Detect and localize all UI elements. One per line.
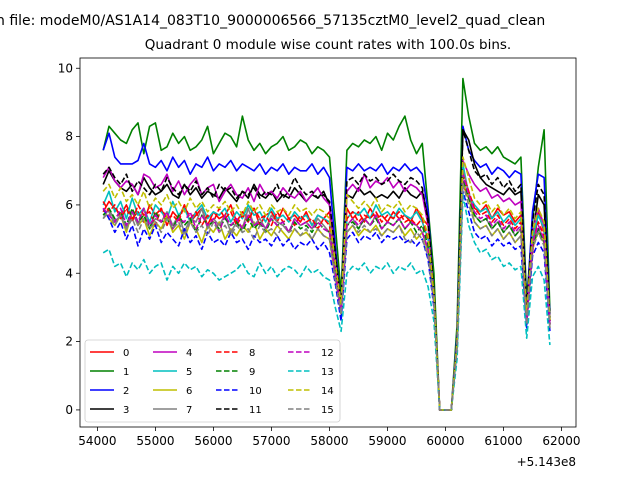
- x-axis: 54000 55000 56000 57000 58000 59000 60000 61000…: [78, 427, 581, 448]
- legend-label-13: 13: [321, 367, 334, 378]
- series-line-2: [102, 125, 551, 411]
- x-offset-label: +5.143e8: [517, 455, 576, 469]
- x-tick-label: 59000: [368, 434, 406, 448]
- legend-label-9: 9: [249, 367, 255, 378]
- legend-label-5: 5: [186, 367, 192, 378]
- series-line-10: [102, 190, 551, 411]
- x-tick-label: 54000: [78, 434, 116, 448]
- y-tick-label: 4: [65, 266, 73, 280]
- legend-label-14: 14: [321, 386, 334, 397]
- legend-label-1: 1: [123, 367, 129, 378]
- legend-label-3: 3: [123, 405, 129, 416]
- series-line-15: [102, 183, 551, 411]
- legend-box: [84, 339, 341, 423]
- legend-label-2: 2: [123, 386, 129, 397]
- series-line-14: [102, 156, 551, 411]
- x-tick-label: 61000: [484, 434, 522, 448]
- series-line-3: [102, 129, 551, 411]
- series-line-1: [102, 77, 551, 411]
- legend-label-15: 15: [321, 405, 334, 416]
- legend-label-10: 10: [249, 386, 262, 397]
- x-tick-label: 62000: [542, 434, 580, 448]
- legend-label-7: 7: [186, 405, 192, 416]
- series-line-8: [102, 173, 551, 411]
- x-tick-label: 60000: [426, 434, 464, 448]
- series-line-4: [102, 159, 551, 411]
- series-line-13: [102, 193, 551, 411]
- x-tick-label: 58000: [310, 434, 348, 448]
- legend-label-6: 6: [186, 386, 192, 397]
- legend-label-8: 8: [249, 348, 255, 359]
- series-line-12: [102, 173, 551, 411]
- y-tick-label: 0: [65, 403, 73, 417]
- legend-label-4: 4: [186, 348, 192, 359]
- x-tick-label: 55000: [136, 434, 174, 448]
- y-tick-label: 10: [58, 61, 73, 75]
- legend-label-11: 11: [249, 405, 262, 416]
- axes-frame: [79, 57, 577, 428]
- legend-label-12: 12: [321, 348, 334, 359]
- x-tick-label: 56000: [194, 434, 232, 448]
- y-tick-label: 2: [65, 335, 73, 349]
- y-tick-label: 6: [65, 198, 73, 212]
- plot-area: 54000 55000 56000 57000 58000 59000 60000 61000…: [58, 57, 581, 469]
- x-tick-label: 57000: [252, 434, 290, 448]
- series-line-11: [102, 129, 551, 411]
- figure-suptitle: n file: modeM0/AS1A14_083T10_9000006566_…: [0, 13, 545, 29]
- y-axis: 0 2 4 6 8 10: [58, 61, 80, 417]
- series-line-5: [102, 163, 551, 411]
- chart-title: Quadrant 0 module wise count rates with …: [145, 37, 511, 53]
- legend-label-0: 0: [123, 348, 129, 359]
- y-tick-label: 8: [65, 130, 73, 144]
- series-layer: [102, 77, 551, 411]
